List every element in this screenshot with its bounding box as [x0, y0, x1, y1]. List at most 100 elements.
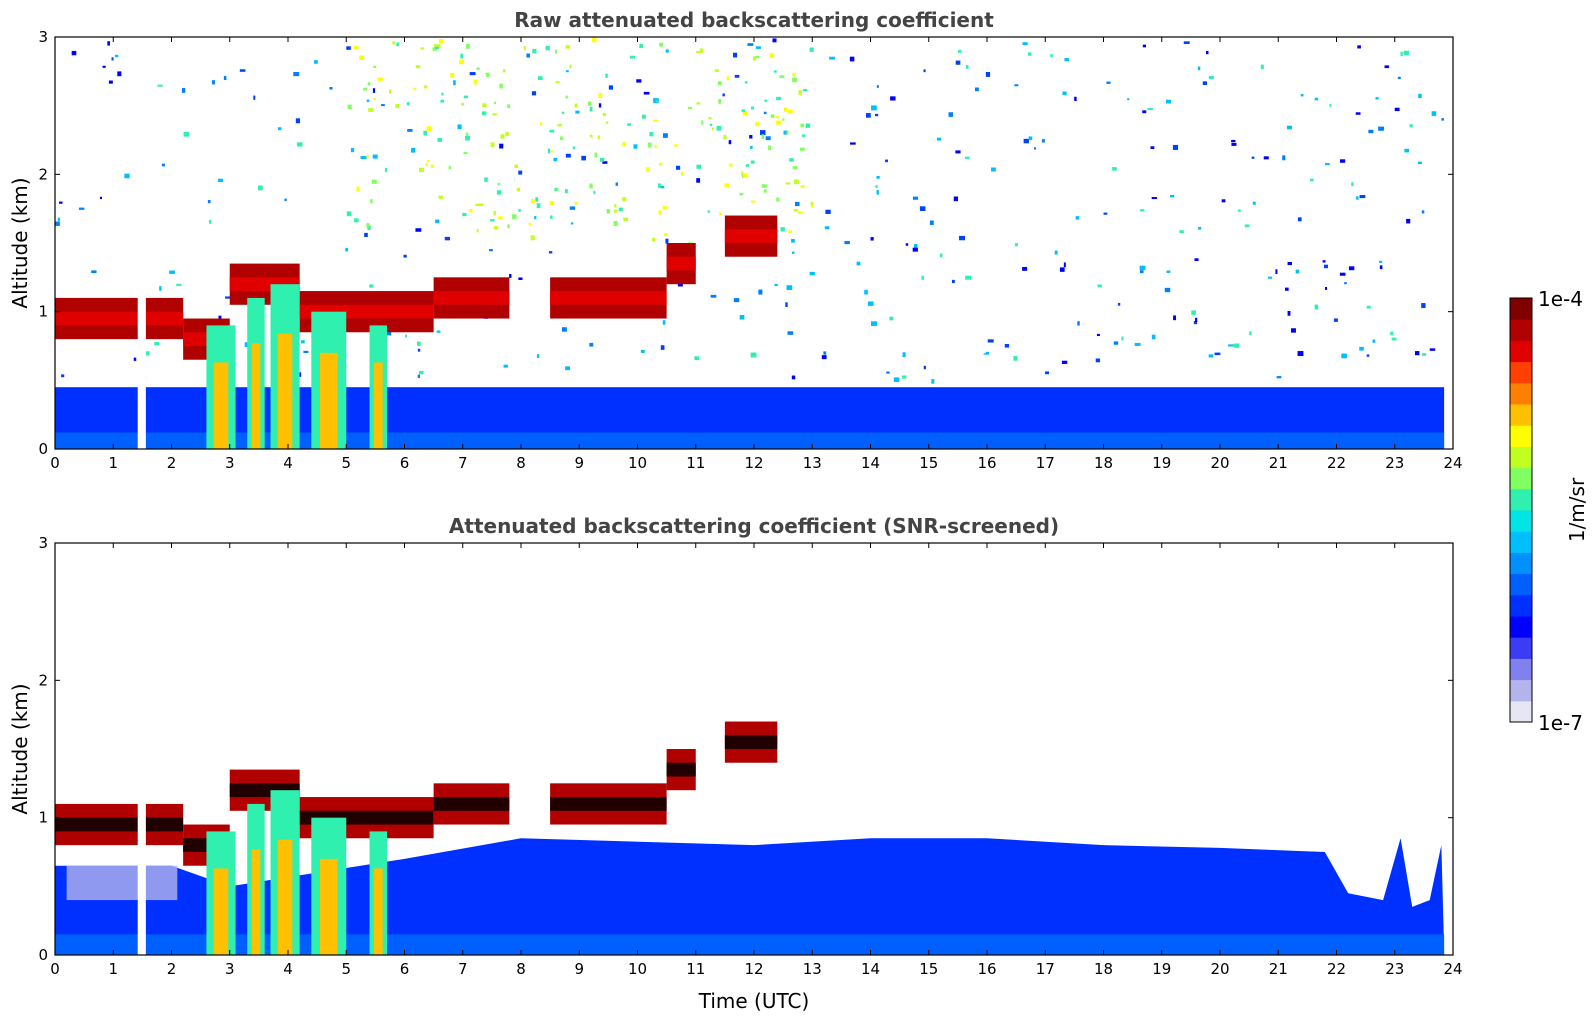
noise-pixel — [759, 130, 766, 135]
noise-pixel — [829, 56, 835, 60]
noise-pixel — [985, 71, 991, 77]
noise-pixel — [465, 132, 469, 137]
noise-pixel — [1150, 146, 1155, 149]
noise-pixel — [989, 214, 993, 217]
noise-pixel — [1429, 348, 1436, 351]
noise-pixel — [1339, 159, 1346, 163]
noise-pixel — [768, 145, 772, 151]
noise-pixel — [314, 60, 318, 64]
noise-pixel — [441, 92, 444, 96]
noise-pixel — [1036, 108, 1041, 113]
noise-pixel — [787, 331, 794, 335]
noise-pixel — [1021, 116, 1028, 119]
noise-pixel — [1360, 177, 1367, 182]
colorbar-step — [1510, 319, 1532, 341]
noise-pixel — [564, 189, 568, 194]
noise-pixel — [549, 200, 554, 205]
noise-pixel — [1348, 266, 1355, 271]
noise-pixel — [728, 140, 732, 145]
x-tick-label: 1 — [108, 960, 118, 978]
noise-pixel — [876, 85, 879, 88]
noise-pixel — [765, 136, 771, 141]
noise-pixel — [921, 275, 924, 280]
noise-pixel — [366, 99, 370, 103]
noise-pixel — [614, 204, 617, 208]
noise-pixel — [392, 41, 395, 45]
noise-pixel — [159, 286, 162, 291]
noise-pixel — [99, 196, 102, 200]
noise-pixel — [593, 190, 596, 195]
noise-pixel — [82, 176, 87, 181]
noise-pixel — [1418, 93, 1422, 99]
fallstreak-core — [373, 362, 383, 449]
noise-pixel — [1421, 303, 1426, 308]
noise-pixel — [293, 71, 300, 77]
noise-pixel — [711, 308, 714, 311]
noise-pixel — [503, 137, 509, 143]
noise-pixel — [1220, 329, 1224, 334]
noise-pixel — [992, 67, 996, 73]
noise-pixel — [711, 127, 714, 131]
noise-pixel — [1254, 365, 1257, 369]
colorbar: 1e-4 1e-7 1/m/sr — [1509, 287, 1589, 735]
noise-pixel — [440, 99, 444, 103]
x-tick-label: 7 — [458, 454, 468, 472]
noise-pixel — [1387, 54, 1392, 57]
noise-pixel — [370, 199, 373, 204]
noise-pixel — [786, 130, 789, 135]
noise-pixel — [247, 92, 252, 96]
noise-pixel — [423, 130, 428, 136]
noise-pixel — [919, 206, 926, 211]
noise-pixel — [189, 52, 195, 56]
noise-pixel — [1409, 124, 1413, 128]
noise-pixel — [476, 228, 479, 233]
noise-pixel — [788, 230, 793, 234]
noise-pixel — [438, 39, 444, 44]
noise-pixel — [902, 352, 906, 358]
noise-pixel — [964, 156, 970, 159]
noise-pixel — [1372, 339, 1376, 343]
noise-pixel — [886, 371, 890, 374]
noise-pixel — [493, 101, 497, 104]
x-tick-label: 0 — [50, 454, 60, 472]
x-tick-label: 21 — [1269, 454, 1288, 472]
noise-pixel — [435, 219, 440, 224]
noise-pixel — [493, 226, 499, 230]
y-tick-label: 3 — [38, 534, 48, 552]
noise-pixel — [484, 177, 488, 182]
noise-pixel — [1291, 328, 1296, 333]
noise-pixel — [454, 67, 460, 71]
cloud-core — [666, 256, 696, 271]
noise-pixel — [785, 302, 788, 308]
noise-pixel — [658, 183, 661, 189]
noise-pixel — [173, 67, 176, 72]
noise-pixel — [719, 212, 723, 216]
noise-pixel — [350, 148, 355, 153]
noise-pixel — [208, 219, 212, 224]
noise-pixel — [828, 116, 834, 119]
noise-pixel — [532, 48, 537, 54]
noise-pixel — [1183, 41, 1190, 45]
x-axis-label: Time (UTC) — [698, 989, 810, 1013]
colorbar-step — [1510, 488, 1532, 511]
noise-pixel — [870, 237, 874, 241]
noise-pixel — [437, 137, 443, 142]
noise-pixel — [547, 148, 551, 154]
noise-pixel — [179, 148, 183, 153]
noise-pixel — [1430, 72, 1434, 77]
noise-pixel — [716, 125, 722, 131]
noise-pixel — [710, 294, 717, 298]
noise-pixel — [91, 270, 97, 274]
noise-pixel — [708, 117, 712, 120]
noise-pixel — [704, 334, 708, 337]
noise-pixel — [531, 198, 535, 204]
noise-pixel — [936, 137, 942, 141]
noise-pixel — [195, 86, 201, 90]
noise-pixel — [392, 224, 397, 230]
noise-pixel — [647, 142, 652, 148]
x-tick-label: 16 — [977, 454, 996, 472]
y-tick-label: 0 — [38, 440, 48, 458]
noise-pixel — [677, 283, 683, 287]
noise-pixel — [1208, 75, 1214, 80]
noise-pixel — [497, 182, 501, 186]
